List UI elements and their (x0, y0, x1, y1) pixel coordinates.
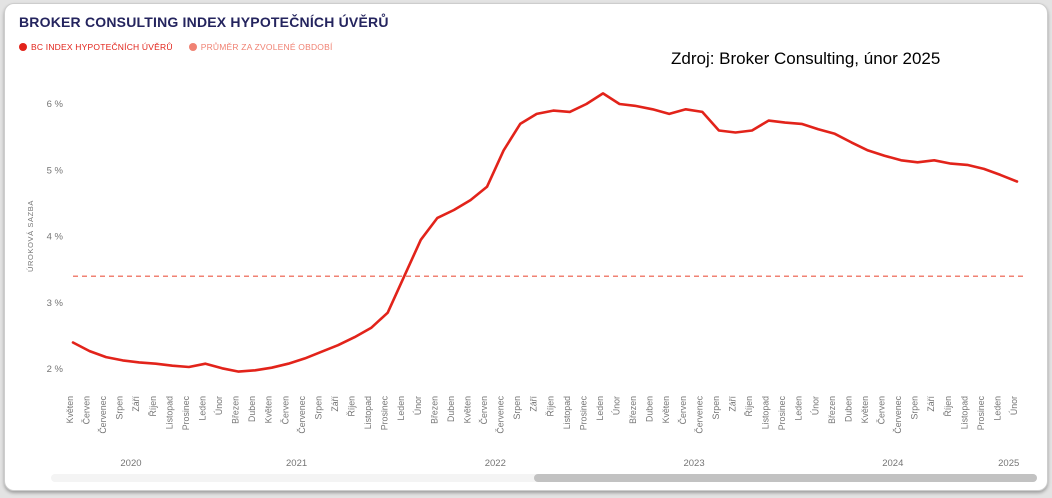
x-tick-label: Říjen (545, 396, 555, 417)
x-tick-label: Únor (413, 396, 423, 415)
x-tick-label: Říjen (943, 396, 953, 417)
x-tick-label: Září (131, 395, 141, 411)
year-label: 2024 (882, 458, 903, 469)
year-label: 2021 (286, 458, 307, 469)
x-tick-label: Listopad (959, 396, 969, 429)
x-tick-label: Únor (1009, 396, 1019, 415)
year-label: 2025 (998, 458, 1019, 469)
chart-card: ÚROKOVÁ SAZBA 2 % 3 % 4 % 5 % 6 % Květen Červen… (4, 3, 1048, 491)
x-tick-label: Květen (264, 396, 274, 423)
horizontal-scrollbar-thumb[interactable] (534, 474, 1037, 482)
legend-label-bc-index: BC INDEX HYPOTEČNÍCH ÚVĚRŮ (31, 42, 173, 52)
legend-dot-average (188, 43, 197, 51)
x-tick-label: Říjen (148, 396, 158, 417)
x-tick-label: Červen (479, 396, 489, 424)
x-tick-label: Září (529, 395, 539, 411)
x-tick-label: Říjen (744, 396, 754, 417)
x-tick-label: Březen (628, 396, 638, 424)
y-tick-label: 6 % (47, 99, 64, 110)
source-annotation: Zdroj: Broker Consulting, únor 2025 (671, 49, 941, 68)
x-tick-label: Leden (595, 396, 605, 421)
x-tick-label: Říjen (347, 396, 357, 417)
x-tick-label: Prosinec (380, 395, 390, 430)
x-tick-label: Červen (678, 396, 688, 424)
x-tick-label: Listopad (562, 396, 572, 429)
legend-label-average: PRŮMĚR ZA ZVOLENÉ OBDOBÍ (200, 42, 333, 52)
line-chart-svg: ÚROKOVÁ SAZBA 2 % 3 % 4 % 5 % 6 % Květen Červen… (26, 92, 1025, 469)
x-tick-label: Květen (661, 396, 671, 423)
x-tick-label: Prosinec (777, 395, 787, 430)
x-tick-label: Březen (429, 396, 439, 424)
y-tick-label: 4 % (47, 232, 64, 243)
x-tick-label: Duben (247, 396, 257, 422)
y-tick-label: 3 % (47, 298, 64, 309)
horizontal-scrollbar-track[interactable] (51, 474, 1037, 482)
legend-item-bc-index[interactable]: BC INDEX HYPOTEČNÍCH ÚVĚRŮ (19, 42, 173, 52)
legend-dot-bc-index (19, 43, 27, 51)
x-tick-label: Březen (231, 396, 241, 424)
x-tick-label: Srpen (115, 396, 125, 420)
x-tick-label: Květen (462, 396, 472, 423)
x-tick-label: Září (727, 395, 737, 411)
x-tick-label: Březen (827, 396, 837, 424)
x-tick-label: Srpen (512, 396, 522, 420)
x-tick-label: Duben (843, 396, 853, 422)
x-tick-label: Srpen (313, 396, 323, 420)
x-tick-label: Srpen (910, 396, 920, 420)
x-tick-label: Duben (645, 396, 655, 422)
y-tick-label: 2 % (47, 364, 64, 375)
x-tick-label: Leden (396, 396, 406, 421)
x-tick-label: Prosinec (181, 395, 191, 430)
x-tick-label: Listopad (363, 396, 373, 429)
year-label: 2023 (683, 458, 704, 469)
x-tick-label: Leden (794, 396, 804, 421)
x-tick-label: Leden (197, 396, 207, 421)
x-tick-label: Září (926, 395, 936, 411)
x-tick-label: Leden (992, 396, 1002, 421)
legend-item-average[interactable]: PRŮMĚR ZA ZVOLENÉ OBDOBÍ (188, 42, 333, 52)
x-tick-label: Květen (860, 396, 870, 423)
x-tick-label: Červenec (297, 395, 307, 433)
y-axis-title: ÚROKOVÁ SAZBA (26, 200, 35, 272)
x-tick-label: Červen (280, 396, 290, 424)
legend: BC INDEX HYPOTEČNÍCH ÚVĚRŮ PRŮMĚR ZA ZVO… (19, 42, 333, 52)
x-tick-label: Srpen (711, 396, 721, 420)
x-tick-label: Červen (82, 396, 92, 424)
x-tick-label: Listopad (761, 396, 771, 429)
x-tick-label: Únor (810, 396, 820, 415)
x-tick-label: Červenec (893, 395, 903, 433)
x-tick-label: Červenec (98, 395, 108, 433)
x-tick-label: Duben (446, 396, 456, 422)
page-title: BROKER CONSULTING INDEX HYPOTEČNÍCH ÚVĚR… (19, 14, 389, 30)
x-tick-label: Červen (877, 396, 887, 424)
x-tick-label: Listopad (164, 396, 174, 429)
x-tick-label: Prosinec (976, 395, 986, 430)
year-label: 2020 (120, 458, 141, 469)
bc-index-line (71, 92, 1019, 373)
year-label: 2022 (485, 458, 506, 469)
x-tick-label: Červenec (694, 395, 704, 433)
x-tick-label: Únor (612, 396, 622, 415)
x-tick-label: Prosinec (578, 395, 588, 430)
x-tick-label: Červenec (496, 395, 506, 433)
x-tick-label: Září (330, 395, 340, 411)
y-tick-label: 5 % (47, 165, 64, 176)
x-tick-label: Únor (214, 396, 224, 415)
x-tick-label: Květen (65, 396, 75, 423)
